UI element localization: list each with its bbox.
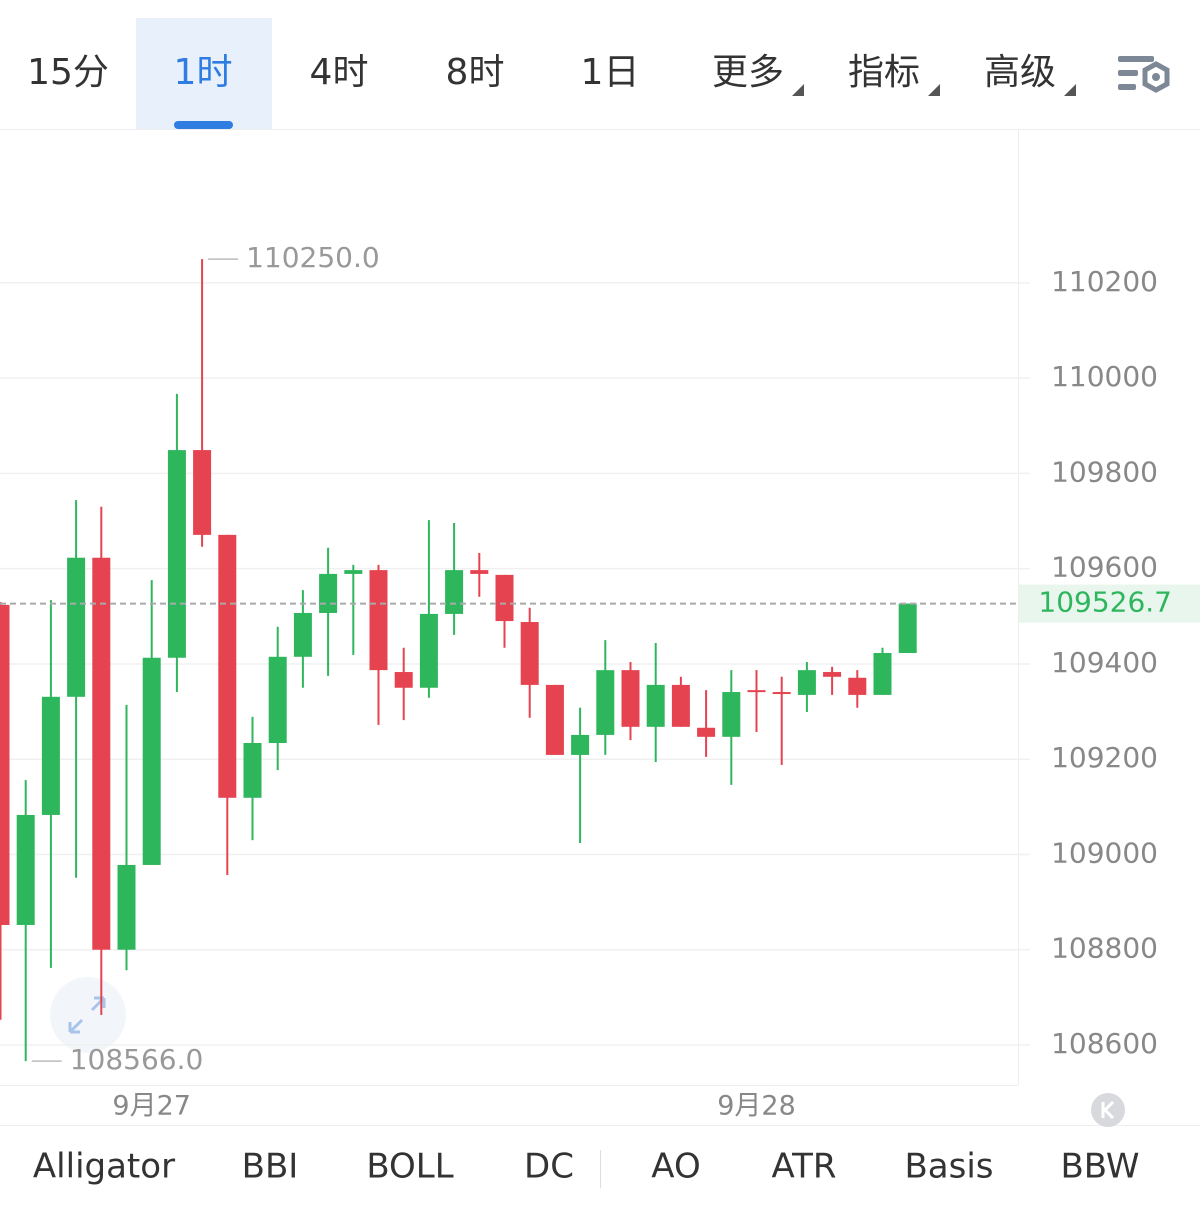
tab[interactable]: 更多	[712, 52, 784, 93]
candle-body	[545, 684, 564, 755]
candle-body	[873, 652, 892, 695]
y-tick-label: 110000	[1051, 360, 1158, 393]
settings-icon[interactable]	[1118, 56, 1170, 93]
y-tick-label: 110200	[1051, 265, 1158, 298]
candle-body	[369, 570, 388, 671]
y-tick-label: 108800	[1051, 932, 1158, 965]
candle-body	[823, 672, 842, 677]
reset-button[interactable]	[1091, 1093, 1125, 1127]
fullscreen-button[interactable]	[50, 977, 126, 1053]
candle-body	[571, 734, 590, 755]
candle-body	[495, 574, 514, 622]
tab[interactable]: 指标	[848, 52, 920, 93]
candle-body	[41, 696, 60, 815]
candle-body	[243, 743, 262, 798]
candle-body	[470, 570, 489, 574]
icon-bar	[1118, 84, 1136, 90]
tab[interactable]: 1日	[581, 52, 640, 93]
candle-body	[621, 670, 640, 727]
icon-bar	[1118, 70, 1138, 76]
indicator-tab[interactable]: BBI	[242, 1147, 299, 1187]
x-tick-label: 9月28	[717, 1091, 796, 1122]
extreme-label: 110250.0	[246, 241, 380, 274]
dropdown-arrow	[1064, 84, 1076, 96]
candle-body	[394, 672, 413, 688]
y-tick-label: 109600	[1051, 551, 1158, 584]
tab[interactable]: 1时	[174, 52, 233, 93]
y-tick-label: 109800	[1051, 455, 1158, 488]
extreme-label: 108566.0	[70, 1043, 204, 1076]
indicator-tab[interactable]: BBW	[1060, 1147, 1139, 1187]
y-tick-label: 109000	[1051, 836, 1158, 869]
tab[interactable]: 8时	[446, 52, 505, 93]
x-tick-label: 9月27	[112, 1091, 191, 1122]
candle-body	[419, 613, 438, 688]
y-tick-label: 108600	[1051, 1027, 1158, 1060]
candle-body	[193, 450, 212, 535]
button-bg	[1091, 1093, 1125, 1127]
candle-body	[167, 450, 186, 658]
candle-body	[0, 604, 10, 925]
candle-body	[772, 692, 791, 695]
y-tick-label: 109200	[1051, 741, 1158, 774]
candle-body	[848, 677, 867, 695]
candle-body	[218, 534, 237, 798]
icon	[68, 996, 106, 1034]
indicator-tab[interactable]: BOLL	[366, 1147, 453, 1187]
candle-body	[142, 657, 161, 865]
candle-body	[445, 570, 464, 614]
candle-body	[268, 656, 287, 744]
dropdown-arrow	[928, 84, 940, 96]
candle-body	[747, 690, 766, 693]
button-bg	[50, 977, 126, 1053]
candle-body	[344, 570, 363, 574]
tab[interactable]: 高级	[984, 52, 1056, 93]
indicator-tab[interactable]: AO	[651, 1147, 700, 1187]
candle-body	[722, 692, 741, 737]
icon	[1101, 1100, 1115, 1120]
candle-body	[67, 557, 86, 697]
candle-body	[671, 684, 690, 727]
price-label: 109526.7	[1038, 586, 1172, 619]
indicator-tab[interactable]: ATR	[771, 1147, 836, 1187]
y-tick-label: 109400	[1051, 646, 1158, 679]
candle-body	[520, 622, 539, 685]
indicator-tab[interactable]: DC	[524, 1147, 574, 1187]
icon-dot	[1152, 73, 1160, 81]
price-label-bg	[1019, 584, 1200, 623]
indicator-tab[interactable]: Alligator	[33, 1147, 175, 1187]
candle-body	[117, 864, 136, 950]
tab[interactable]: 15分	[27, 52, 109, 93]
active-tab-underline	[174, 121, 233, 129]
candle-body	[898, 603, 917, 653]
candle-body	[697, 727, 716, 737]
icon-bar	[1118, 56, 1154, 62]
candle-body	[319, 573, 338, 613]
candle-body	[293, 612, 312, 657]
dropdown-arrow	[792, 84, 804, 96]
candle-body	[92, 557, 111, 950]
candle-body	[596, 670, 615, 735]
candle-body	[797, 670, 816, 695]
candle-body	[16, 814, 35, 925]
active-tab-bg	[136, 18, 272, 129]
icon-hex	[1142, 61, 1170, 93]
indicator-tab[interactable]: Basis	[904, 1147, 993, 1187]
candle-body	[646, 684, 665, 727]
tab[interactable]: 4时	[310, 52, 369, 93]
